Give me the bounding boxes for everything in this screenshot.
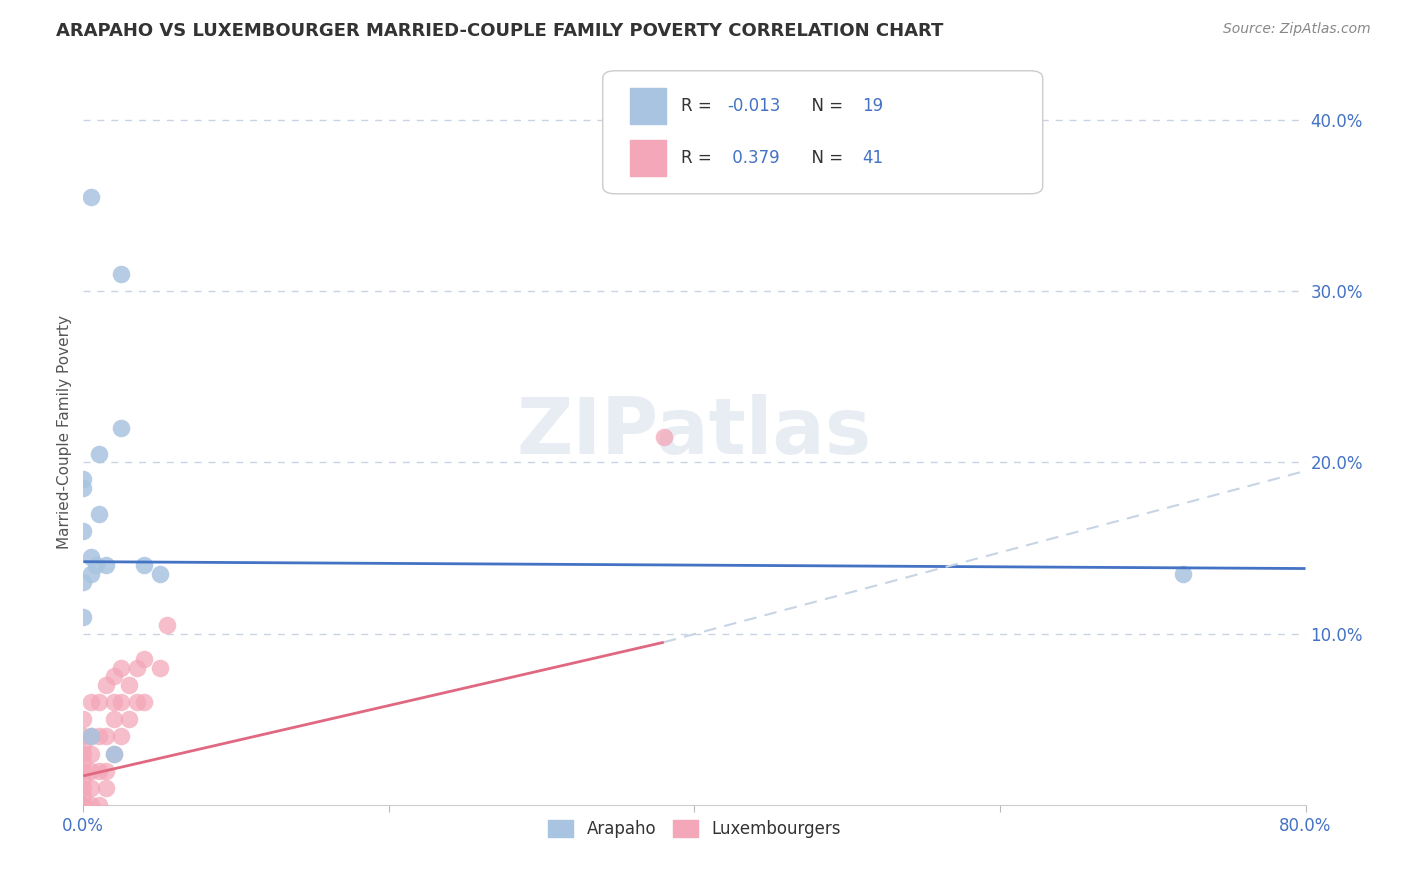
Point xyxy=(110,730,132,744)
Point xyxy=(80,730,103,744)
Point xyxy=(72,712,94,726)
Point xyxy=(87,447,110,461)
Text: N =: N = xyxy=(801,149,848,167)
Point xyxy=(80,747,103,761)
Point xyxy=(87,507,110,521)
Point xyxy=(80,764,103,778)
Point xyxy=(125,661,148,675)
Point xyxy=(118,678,141,692)
Bar xyxy=(630,140,666,176)
Point xyxy=(72,730,94,744)
Text: N =: N = xyxy=(801,96,848,115)
Text: R =: R = xyxy=(681,149,717,167)
Point xyxy=(72,524,94,538)
Point xyxy=(80,549,103,564)
Point xyxy=(652,429,675,443)
Text: 19: 19 xyxy=(862,96,883,115)
Text: Source: ZipAtlas.com: Source: ZipAtlas.com xyxy=(1223,22,1371,37)
Bar xyxy=(630,87,666,124)
Point xyxy=(87,797,110,812)
Point xyxy=(87,730,110,744)
Point xyxy=(96,780,118,795)
Point xyxy=(72,764,94,778)
Text: 41: 41 xyxy=(862,149,883,167)
Point xyxy=(149,661,172,675)
Point xyxy=(96,558,118,573)
Point xyxy=(72,481,94,495)
Point xyxy=(72,472,94,486)
Point xyxy=(80,797,103,812)
Point xyxy=(96,730,118,744)
Point xyxy=(103,747,125,761)
Text: ARAPAHO VS LUXEMBOURGER MARRIED-COUPLE FAMILY POVERTY CORRELATION CHART: ARAPAHO VS LUXEMBOURGER MARRIED-COUPLE F… xyxy=(56,22,943,40)
Point xyxy=(110,695,132,709)
Point xyxy=(72,609,94,624)
Point xyxy=(134,652,156,666)
Point xyxy=(72,780,94,795)
Point xyxy=(72,797,94,812)
Point xyxy=(72,755,94,769)
Point xyxy=(134,695,156,709)
Point xyxy=(96,764,118,778)
Point xyxy=(80,730,103,744)
Text: ZIPatlas: ZIPatlas xyxy=(517,394,872,470)
Point xyxy=(156,618,179,632)
Point xyxy=(72,738,94,752)
Point xyxy=(103,712,125,726)
Point xyxy=(80,566,103,581)
Point xyxy=(110,421,132,435)
Point xyxy=(96,678,118,692)
Point xyxy=(72,575,94,590)
Point xyxy=(72,747,94,761)
Point xyxy=(84,558,107,573)
Point xyxy=(118,712,141,726)
Text: -0.013: -0.013 xyxy=(727,96,780,115)
Legend: Arapaho, Luxembourgers: Arapaho, Luxembourgers xyxy=(541,814,848,845)
Point xyxy=(87,695,110,709)
Text: R =: R = xyxy=(681,96,717,115)
Point xyxy=(103,747,125,761)
Point xyxy=(1173,566,1195,581)
Point xyxy=(72,772,94,787)
Point xyxy=(87,764,110,778)
FancyBboxPatch shape xyxy=(603,70,1043,194)
Point xyxy=(125,695,148,709)
Point xyxy=(134,558,156,573)
Point xyxy=(103,695,125,709)
Point xyxy=(80,190,103,204)
Point xyxy=(103,669,125,683)
Y-axis label: Married-Couple Family Poverty: Married-Couple Family Poverty xyxy=(58,315,72,549)
Point xyxy=(72,789,94,804)
Point xyxy=(80,695,103,709)
Text: 0.379: 0.379 xyxy=(727,149,780,167)
Point xyxy=(80,780,103,795)
Point xyxy=(149,566,172,581)
Point xyxy=(110,267,132,281)
Point xyxy=(72,797,94,812)
Point xyxy=(110,661,132,675)
